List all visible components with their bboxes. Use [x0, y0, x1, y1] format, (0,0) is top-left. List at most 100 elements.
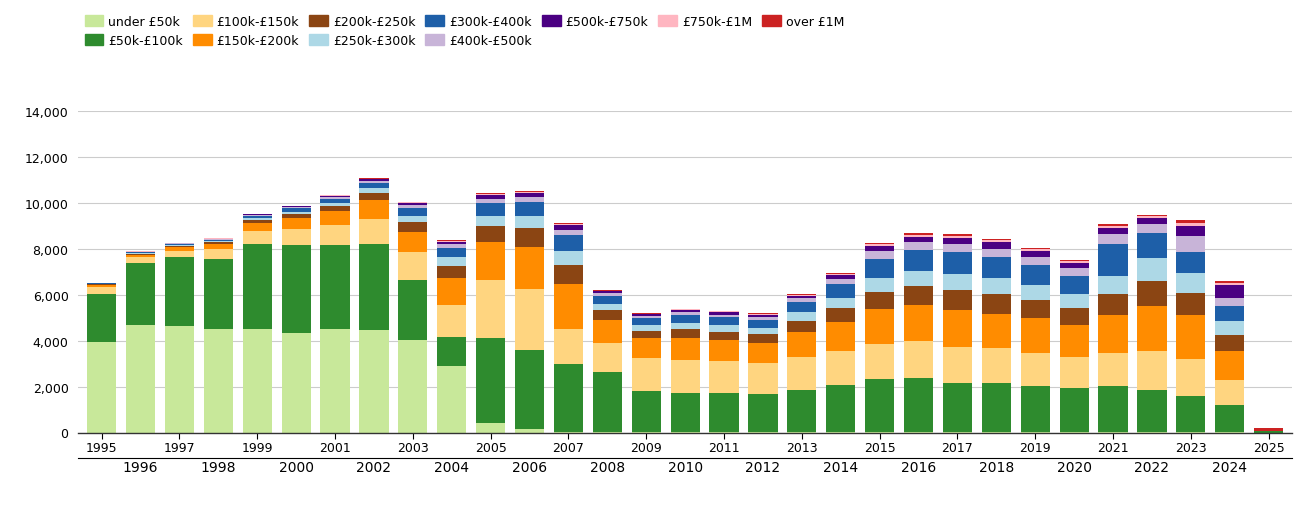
- Bar: [476, 196, 505, 199]
- Bar: [515, 192, 544, 193]
- Bar: [787, 357, 817, 390]
- Bar: [826, 298, 855, 308]
- Bar: [321, 199, 350, 204]
- Bar: [632, 358, 660, 391]
- Bar: [321, 212, 350, 225]
- Bar: [282, 333, 311, 433]
- Bar: [592, 294, 622, 296]
- Bar: [710, 361, 739, 393]
- Bar: [321, 246, 350, 330]
- Bar: [1215, 281, 1244, 284]
- Bar: [398, 208, 428, 216]
- Bar: [127, 252, 155, 253]
- Bar: [865, 380, 894, 432]
- Bar: [282, 208, 311, 209]
- Bar: [787, 295, 817, 296]
- Bar: [826, 323, 855, 351]
- Bar: [476, 195, 505, 196]
- Bar: [671, 310, 699, 313]
- Bar: [1138, 281, 1167, 306]
- Bar: [981, 243, 1011, 249]
- Bar: [204, 245, 232, 250]
- Bar: [1021, 248, 1049, 250]
- Bar: [904, 272, 933, 287]
- Bar: [748, 320, 778, 328]
- Bar: [710, 318, 739, 326]
- Bar: [553, 230, 583, 236]
- Bar: [127, 253, 155, 254]
- Bar: [1215, 306, 1244, 321]
- Bar: [787, 296, 817, 299]
- Bar: [1021, 252, 1049, 258]
- Bar: [553, 236, 583, 251]
- Bar: [164, 258, 194, 326]
- Bar: [1138, 259, 1167, 281]
- Bar: [1099, 277, 1128, 295]
- Bar: [632, 317, 660, 319]
- Bar: [437, 245, 466, 248]
- Bar: [748, 317, 778, 320]
- Bar: [359, 219, 389, 245]
- Bar: [710, 332, 739, 341]
- Bar: [826, 351, 855, 385]
- Bar: [87, 294, 116, 342]
- Bar: [1176, 397, 1206, 432]
- Bar: [904, 251, 933, 272]
- Bar: [476, 194, 505, 195]
- Bar: [865, 278, 894, 292]
- Bar: [1138, 234, 1167, 259]
- Bar: [942, 348, 972, 383]
- Bar: [243, 224, 271, 232]
- Bar: [204, 243, 232, 245]
- Bar: [553, 284, 583, 329]
- Bar: [592, 292, 622, 294]
- Bar: [592, 373, 622, 432]
- Bar: [865, 309, 894, 344]
- Bar: [865, 259, 894, 278]
- Bar: [164, 251, 194, 258]
- Bar: [515, 194, 544, 198]
- Bar: [1099, 235, 1128, 245]
- Bar: [437, 241, 466, 242]
- Bar: [671, 309, 699, 310]
- Bar: [671, 338, 699, 360]
- Bar: [787, 313, 817, 321]
- Bar: [476, 227, 505, 242]
- Bar: [437, 278, 466, 305]
- Bar: [1176, 220, 1206, 223]
- Bar: [553, 224, 583, 226]
- Bar: [671, 330, 699, 338]
- Bar: [1060, 276, 1088, 295]
- Bar: [243, 232, 271, 245]
- Bar: [515, 350, 544, 429]
- Bar: [87, 286, 116, 288]
- Bar: [865, 292, 894, 309]
- Bar: [1099, 386, 1128, 432]
- Bar: [359, 193, 389, 201]
- Bar: [437, 337, 466, 366]
- Bar: [398, 253, 428, 280]
- Bar: [748, 334, 778, 343]
- Bar: [243, 221, 271, 224]
- Bar: [515, 217, 544, 229]
- Bar: [942, 235, 972, 236]
- Bar: [904, 235, 933, 237]
- Bar: [904, 234, 933, 235]
- Bar: [1215, 405, 1244, 432]
- Bar: [904, 342, 933, 378]
- Bar: [1138, 306, 1167, 351]
- Bar: [359, 201, 389, 220]
- Bar: [515, 229, 544, 247]
- Bar: [282, 207, 311, 208]
- Bar: [1176, 316, 1206, 359]
- Bar: [1215, 284, 1244, 286]
- Bar: [476, 339, 505, 423]
- Bar: [942, 253, 972, 275]
- Bar: [710, 393, 739, 433]
- Bar: [243, 245, 271, 330]
- Bar: [321, 196, 350, 197]
- Bar: [282, 209, 311, 212]
- Bar: [437, 258, 466, 266]
- Bar: [127, 263, 155, 325]
- Bar: [942, 244, 972, 253]
